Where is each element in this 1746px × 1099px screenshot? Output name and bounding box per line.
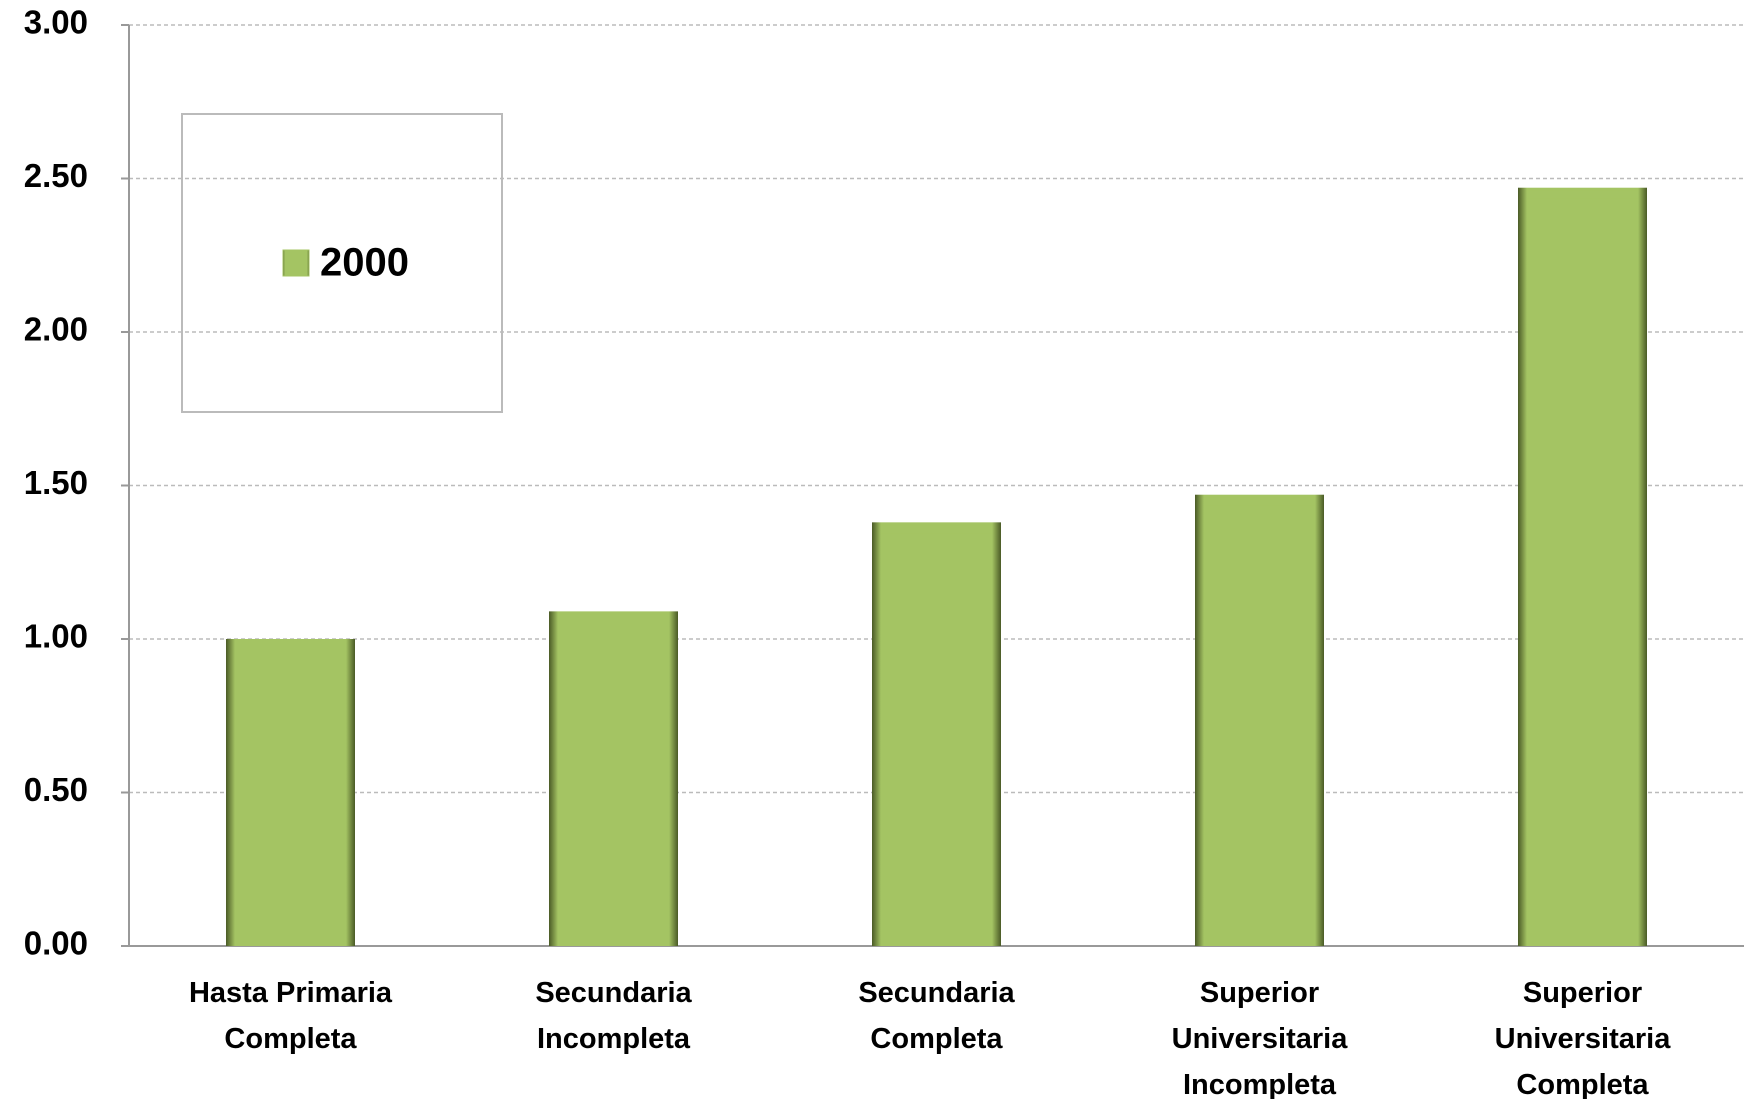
y-tick-label: 1.00 [24, 618, 88, 655]
y-tick-label: 0.50 [24, 771, 88, 808]
bar-highlight [558, 614, 669, 623]
bar-highlight [235, 642, 346, 650]
bar-highlight [1204, 497, 1315, 506]
x-tick-label: Secundaria Incompleta [535, 977, 692, 1055]
y-tick-label: 2.50 [24, 157, 88, 194]
bar [1518, 187, 1647, 946]
bar [872, 522, 1001, 946]
y-tick-label: 2.00 [24, 311, 88, 348]
x-tick-label: Superior Universitaria Incompleta [1171, 977, 1348, 1099]
y-tick-label: 1.50 [24, 464, 88, 501]
legend-box [181, 113, 503, 413]
x-tick-label: Secundaria Completa [858, 977, 1015, 1055]
bar [226, 639, 355, 946]
legend-label: 2000 [320, 241, 409, 285]
x-tick-label: Hasta Primaria Completa [188, 977, 393, 1055]
y-tick-label: 0.00 [24, 925, 88, 962]
bar [549, 611, 678, 946]
legend-swatch [282, 249, 310, 277]
y-tick-label: 3.00 [24, 4, 88, 41]
bar-highlight [881, 525, 992, 534]
x-tick-label: Superior Universitaria Completa [1494, 977, 1671, 1099]
bar-highlight [1527, 190, 1638, 199]
bar [1195, 494, 1324, 946]
